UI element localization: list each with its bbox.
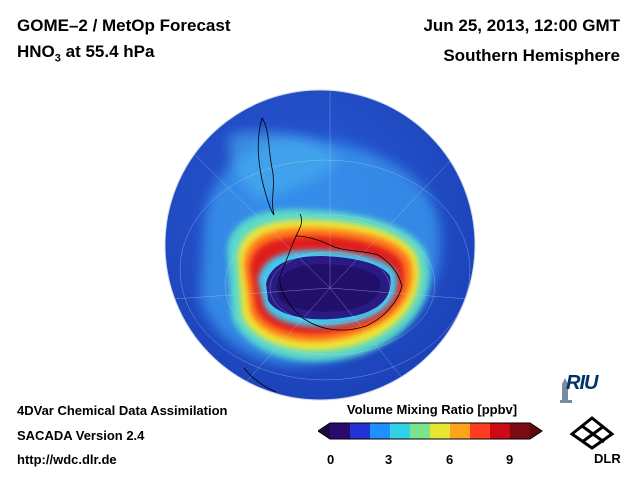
colorbar-tick-6: 6 bbox=[446, 452, 454, 467]
colorbar-tick-0: 0 bbox=[327, 452, 335, 467]
south-america-coast bbox=[257, 117, 275, 216]
colorbar-tick-3: 3 bbox=[385, 452, 393, 467]
new-zealand-edge bbox=[243, 367, 277, 393]
riu-logo-mark bbox=[560, 378, 572, 403]
credit-version: SACADA Version 2.4 bbox=[17, 428, 145, 443]
colorbar-under-arrow bbox=[318, 423, 330, 439]
colorbar-swatch bbox=[370, 423, 391, 439]
pressure-level: at 55.4 hPa bbox=[60, 42, 155, 61]
coastlines bbox=[243, 117, 403, 393]
colorbar bbox=[318, 422, 543, 440]
colorbar-swatch bbox=[510, 423, 531, 439]
colorbar-swatch bbox=[390, 423, 411, 439]
colorbar-swatch bbox=[330, 423, 351, 439]
antarctica-coast bbox=[279, 235, 403, 331]
colorbar-swatch bbox=[490, 423, 511, 439]
colorbar-label: Volume Mixing Ratio [ppbv] bbox=[346, 402, 518, 417]
colorbar-over-arrow bbox=[530, 423, 542, 439]
antarctic-peninsula bbox=[295, 213, 303, 237]
riu-logo: RIU bbox=[566, 372, 598, 394]
graticule bbox=[165, 90, 475, 400]
colorbar-swatch bbox=[450, 423, 471, 439]
credit-url[interactable]: http://wdc.dlr.de bbox=[17, 452, 117, 467]
colorbar-swatch bbox=[410, 423, 431, 439]
hemisphere-label: Southern Hemisphere bbox=[443, 46, 620, 65]
cyan-streamer bbox=[229, 131, 340, 200]
colorbar-swatch bbox=[350, 423, 371, 439]
species-level: HNO3 at 55.4 hPa bbox=[17, 42, 154, 64]
colorbar-outline bbox=[318, 422, 543, 440]
vortex-inner bbox=[276, 264, 381, 312]
forecast-datetime: Jun 25, 2013, 12:00 GMT bbox=[423, 16, 620, 35]
credit-method: 4DVar Chemical Data Assimilation bbox=[17, 403, 228, 418]
globe-outline bbox=[164, 89, 476, 401]
dlr-logo: DLR bbox=[594, 451, 621, 466]
species-name: HNO bbox=[17, 42, 55, 61]
map-title: GOME–2 / MetOp Forecast bbox=[17, 16, 231, 35]
colorbar-swatch bbox=[430, 423, 451, 439]
colorbar-swatch bbox=[470, 423, 491, 439]
species-subscript: 3 bbox=[54, 52, 61, 65]
colorbar-tick-9: 9 bbox=[506, 452, 514, 467]
dlr-logo-mark bbox=[569, 416, 615, 450]
